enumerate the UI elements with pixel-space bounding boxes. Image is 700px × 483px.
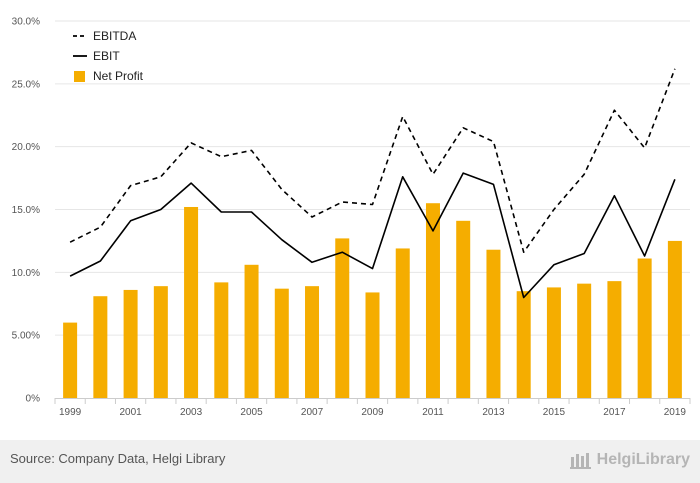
net-profit-bar: [516, 291, 531, 398]
x-axis: 1999 2001 2003 2005 2007 2009 2011 2013 2015 2017…: [54, 398, 691, 418]
net-profit-bar: [93, 296, 108, 398]
net-profit-bar: [486, 249, 501, 398]
net-profit-bar: [184, 206, 199, 398]
library-building-icon: [569, 453, 591, 469]
y-tick-label: 20.0%: [12, 142, 40, 153]
legend: EBITDA EBIT Net Profit: [73, 29, 144, 83]
line-series: [69, 68, 676, 299]
net-profit-bar: [607, 281, 622, 398]
net-profit-bar: [637, 258, 652, 398]
net-profit-bar: [305, 286, 320, 398]
x-tick-label: 2005: [240, 407, 263, 418]
net-profit-bar: [456, 220, 471, 398]
net-profit-bar: [335, 238, 350, 398]
y-tick-label: 25.0%: [12, 79, 40, 90]
legend-label: Net Profit: [93, 69, 144, 83]
y-axis-tick-labels: 0% 5.00% 10.0% 15.0% 20.0% 25.0% 30.0%: [12, 17, 40, 405]
x-tick-label: 2017: [603, 407, 626, 418]
y-tick-label: 30.0%: [12, 17, 40, 28]
net-profit-bar: [365, 292, 380, 398]
net-profit-bar: [244, 264, 259, 398]
y-tick-label: 5.00%: [12, 331, 40, 342]
net-profit-bar: [546, 287, 561, 398]
y-tick-label: 10.0%: [12, 268, 40, 279]
ebit-line: [69, 172, 676, 299]
x-tick-label: 2011: [422, 407, 444, 418]
gridlines: [55, 20, 690, 336]
x-tick-label: 2007: [301, 407, 324, 418]
legend-swatch: [74, 71, 85, 82]
x-tick-label: 2003: [180, 407, 203, 418]
y-tick-label: 0%: [26, 394, 41, 405]
net-profit-bars: [63, 203, 682, 398]
net-profit-bar: [395, 248, 410, 398]
y-tick-label: 15.0%: [12, 205, 40, 216]
legend-label: EBIT: [93, 49, 120, 63]
net-profit-bar: [63, 322, 78, 398]
net-profit-bar: [274, 288, 289, 398]
x-tick-label: 1999: [59, 407, 82, 418]
legend-label: EBITDA: [93, 29, 136, 43]
net-profit-bar: [667, 240, 682, 398]
net-profit-bar: [425, 203, 440, 398]
ebitda-line: [69, 68, 676, 253]
footer: Source: Company Data, Helgi Library Helg…: [0, 440, 700, 483]
x-tick-label: 2009: [361, 407, 384, 418]
helgi-library-logo: HelgiLibrary: [569, 449, 690, 471]
source-note: Source: Company Data, Helgi Library: [10, 451, 226, 466]
brand-name: HelgiLibrary: [596, 451, 690, 468]
x-tick-label: 2015: [543, 407, 566, 418]
chart: 0% 5.00% 10.0% 15.0% 20.0% 25.0% 30.0% 1999 200…: [12, 17, 691, 418]
x-tick-label: 2001: [119, 407, 142, 418]
net-profit-bar: [153, 286, 168, 398]
net-profit-bar: [214, 282, 229, 398]
x-tick-label: 2019: [664, 407, 687, 418]
net-profit-bar: [123, 289, 138, 398]
net-profit-bar: [577, 283, 592, 398]
x-tick-label: 2013: [482, 407, 505, 418]
